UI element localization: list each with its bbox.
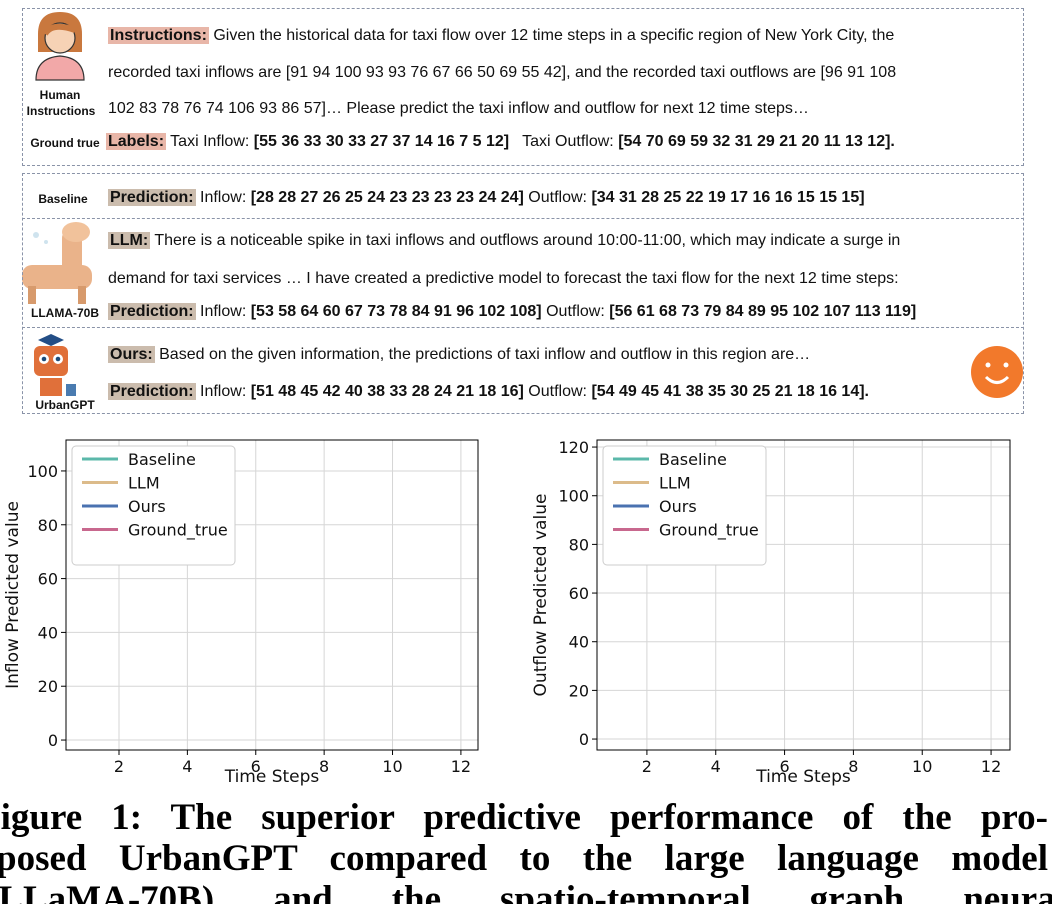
text-line: Instructions: Given the historical data … — [108, 27, 894, 45]
text-line: Labels: Taxi Inflow: [55 36 33 30 33 27 … — [106, 133, 895, 151]
row-label: UrbanGPT — [35, 398, 95, 412]
text-line: demand for taxi services … I have create… — [108, 270, 899, 287]
caption-line: (LLaMA-70B) and the spatio-temporal grap… — [0, 879, 1052, 904]
y-tick-label: 80 — [569, 535, 589, 554]
values-text: [34 31 28 25 22 19 17 16 16 15 15 15] — [591, 189, 865, 206]
y-tick-label: 100 — [558, 487, 589, 506]
text: Taxi Inflow: — [170, 133, 250, 150]
instruction-box — [22, 8, 1024, 166]
y-tick-label: 0 — [48, 731, 58, 750]
values-text: [51 48 45 42 40 38 33 28 24 21 18 16] — [250, 383, 524, 400]
heading: LLM: — [108, 232, 151, 249]
values-text: [56 61 68 73 79 84 89 95 102 107 113 119… — [609, 303, 917, 320]
text-line: recorded taxi inflows are [91 94 100 93 … — [108, 64, 897, 81]
legend-label: LLM — [659, 474, 691, 493]
values-text: [54 70 69 59 32 31 29 21 20 11 13 12]. — [618, 133, 895, 150]
text-line: LLM: There is a noticeable spike in taxi… — [108, 232, 900, 250]
x-axis-label: Time Steps — [224, 767, 320, 787]
text: Inflow: — [200, 189, 247, 206]
y-tick-label: 0 — [579, 730, 589, 749]
y-tick-label: 60 — [569, 584, 589, 603]
row-label: LLAMA-70B — [31, 306, 99, 320]
text-line: Prediction: Inflow: [53 58 64 60 67 73 7… — [108, 303, 916, 321]
y-axis-label: Outflow Predicted value — [531, 494, 551, 697]
x-tick-label: 10 — [912, 757, 932, 776]
y-tick-label: 80 — [38, 516, 58, 535]
text-line: 102 83 78 76 74 106 93 86 57]… Please pr… — [108, 100, 809, 117]
caption-line: Figure 1: The superior predictive perfor… — [0, 797, 1048, 838]
values-text: [54 49 45 41 38 35 30 25 21 18 16 14]. — [591, 383, 869, 400]
legend-box — [602, 445, 767, 566]
text: Inflow: — [200, 383, 247, 400]
x-tick-label: 6 — [779, 757, 789, 776]
smiley-icon — [971, 346, 1023, 398]
x-tick-label: 10 — [382, 757, 402, 776]
plot-frame — [596, 439, 1011, 751]
text: Outflow: — [546, 303, 605, 320]
x-tick-label: 6 — [251, 757, 261, 776]
text: Given the historical data for taxi flow … — [213, 27, 895, 44]
icon-label: Human — [39, 88, 81, 102]
text: There is a noticeable spike in taxi infl… — [154, 232, 901, 249]
text: Outflow: — [528, 383, 587, 400]
caption-line: posed UrbanGPT compared to the large lan… — [0, 838, 1048, 879]
values-text: [55 36 33 30 33 27 37 14 16 7 5 12] — [253, 133, 510, 150]
values-text: [53 58 64 60 67 73 78 84 91 96 102 108] — [250, 303, 542, 320]
text: Inflow: — [200, 303, 247, 320]
legend-box — [71, 445, 236, 566]
separator — [22, 327, 1024, 328]
legend-label: Ours — [659, 497, 697, 516]
legend-label: Baseline — [128, 450, 196, 469]
x-tick-label: 12 — [981, 757, 1001, 776]
legend-label: Baseline — [659, 450, 727, 469]
separator — [22, 218, 1024, 219]
plot-frame — [65, 439, 479, 751]
human-icon — [35, 12, 85, 81]
row-label: Ground true — [30, 136, 100, 150]
text-line: Prediction: Inflow: [28 28 27 26 25 24 2… — [108, 189, 865, 207]
legend-label: Ours — [128, 497, 166, 516]
prediction-box — [22, 173, 1024, 414]
text: Based on the given information, the pred… — [159, 346, 811, 363]
x-tick-label: 4 — [182, 757, 192, 776]
y-tick-label: 40 — [569, 633, 589, 652]
y-tick-label: 40 — [38, 623, 58, 642]
heading: Labels: — [106, 133, 167, 150]
y-tick-label: 20 — [569, 681, 589, 700]
heading: Prediction: — [108, 383, 196, 400]
heading: Prediction: — [108, 303, 196, 320]
text: Outflow: — [528, 189, 587, 206]
legend-label: Ground_true — [128, 521, 228, 541]
x-tick-label: 12 — [451, 757, 471, 776]
text: Taxi Outflow: — [522, 133, 614, 150]
heading: Ours: — [108, 346, 155, 363]
legend-label: Ground_true — [659, 521, 759, 541]
legend-label: LLM — [128, 474, 160, 493]
heading: Prediction: — [108, 189, 196, 206]
x-tick-label: 2 — [642, 757, 652, 776]
heading: Instructions: — [108, 27, 209, 44]
row-label: Baseline — [38, 192, 88, 206]
y-tick-label: 60 — [38, 570, 58, 589]
y-tick-label: 100 — [27, 462, 58, 481]
robot-icon — [34, 334, 76, 396]
x-axis-label: Time Steps — [755, 767, 851, 787]
y-tick-label: 120 — [558, 438, 589, 457]
values-text: [28 28 27 26 25 24 23 23 23 23 24 24] — [250, 189, 524, 206]
icon-label: Instructions — [26, 104, 96, 118]
y-tick-label: 20 — [38, 677, 58, 696]
x-tick-label: 2 — [114, 757, 124, 776]
x-tick-label: 4 — [711, 757, 721, 776]
x-tick-label: 8 — [319, 757, 329, 776]
text-line: Ours: Based on the given information, th… — [108, 346, 810, 364]
x-tick-label: 8 — [848, 757, 858, 776]
llama-icon — [22, 222, 92, 304]
y-axis-label: Inflow Predicted value — [3, 501, 23, 689]
text-line: Prediction: Inflow: [51 48 45 42 40 38 3… — [108, 383, 869, 401]
